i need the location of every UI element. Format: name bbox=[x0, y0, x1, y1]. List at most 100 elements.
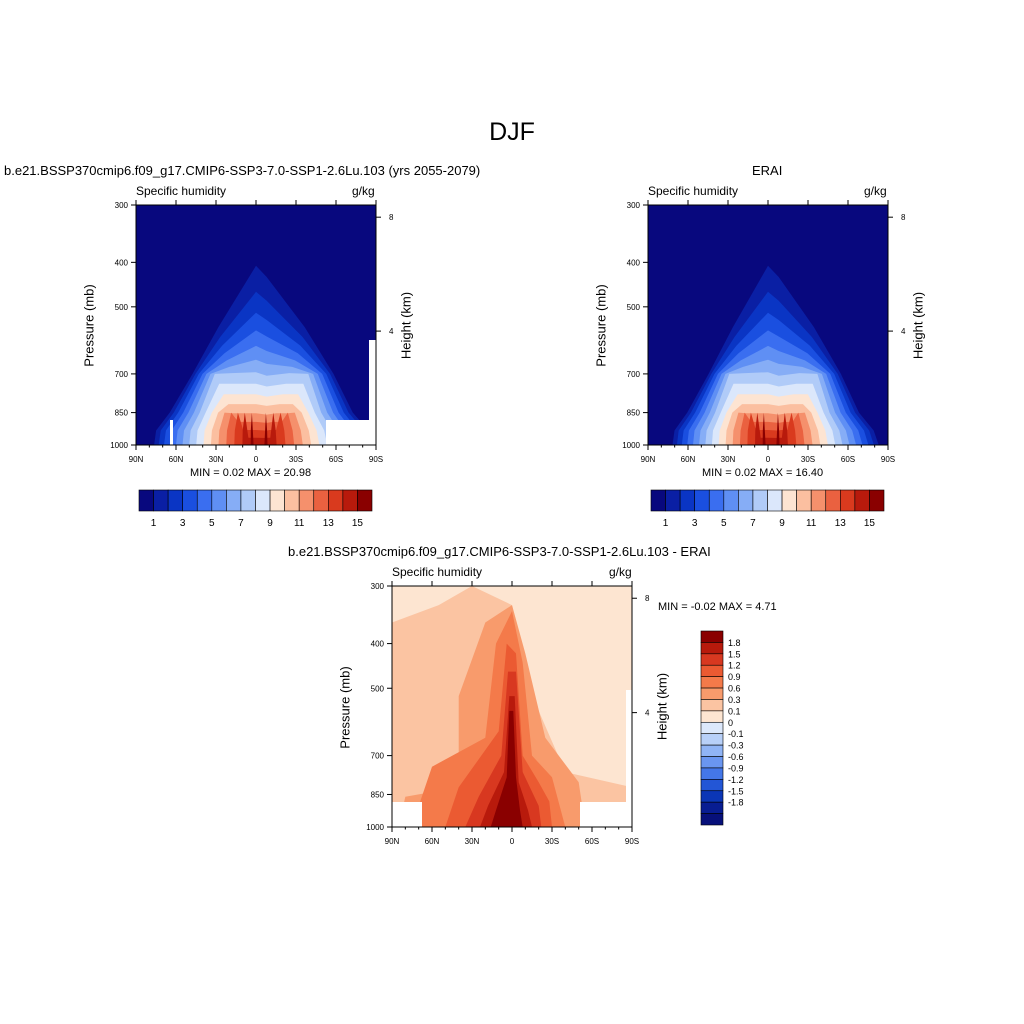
panel2-level-15 bbox=[762, 412, 780, 445]
panel3-level-0 bbox=[490, 710, 523, 827]
panel1-xtick-label: 30S bbox=[289, 455, 303, 464]
panel3-height-label: 8 bbox=[645, 594, 650, 603]
panel1-colorbar-label: 13 bbox=[323, 518, 335, 529]
panel3-colorbar-label: 0.9 bbox=[728, 672, 741, 682]
panel2-xtick-label: 90N bbox=[641, 455, 656, 464]
panel3-xtick-label: 90N bbox=[385, 837, 400, 846]
panel2-colorbar-box bbox=[694, 489, 710, 512]
panel2-minmax: MIN = 0.02 MAX = 16.40 bbox=[702, 467, 824, 479]
panel2-colorbar-label: 7 bbox=[750, 518, 756, 529]
panel1-colorbar-box bbox=[167, 489, 183, 512]
panel1-colorbar-box bbox=[284, 489, 300, 512]
panel3-colorbar-label: 1.8 bbox=[728, 638, 741, 648]
panel1-colorbar-label: 7 bbox=[238, 518, 244, 529]
panel3-ytick-label: 850 bbox=[371, 790, 385, 799]
panel1-level-14 bbox=[242, 412, 277, 445]
panel3-colorbar: 1.81.5 1.20.9 0.60.30.1 0-0.1 -0.3-0.6-0.9 -1… bbox=[700, 630, 744, 826]
panel1-colorbar-label: 11 bbox=[294, 518, 305, 529]
panel3-colorbar-box bbox=[700, 756, 724, 769]
panel1-xtick-label: 0 bbox=[254, 455, 259, 464]
panel2-height-label: 4 bbox=[901, 327, 906, 336]
panel2-colorbar-box bbox=[752, 489, 768, 512]
panel1-xtick-label: 60N bbox=[169, 455, 184, 464]
panel1-ytick-label: 400 bbox=[115, 258, 129, 267]
panel3-subtitle-left: Specific humidity bbox=[392, 565, 483, 579]
panel3-missing-south bbox=[580, 802, 632, 827]
panel1-colorbar-box bbox=[313, 489, 329, 512]
panel1-colorbar-box bbox=[182, 489, 198, 512]
panel2-colorbar-box bbox=[665, 489, 681, 512]
panel1-colorbar-label: 15 bbox=[352, 518, 364, 529]
panel3-level-1 bbox=[480, 696, 532, 827]
panel3-title: b.e21.BSSP370cmip6.f09_g17.CMIP6-SSP3-7.… bbox=[288, 544, 711, 559]
panel3-colorbar-label: 1.5 bbox=[728, 649, 741, 659]
panel2-colorbar-label: 13 bbox=[835, 518, 847, 529]
panel2-colorbar-box bbox=[854, 489, 870, 512]
panel3-colorbar-box bbox=[700, 779, 724, 792]
panel3-colorbar-box bbox=[700, 630, 724, 643]
panel2-colorbar-box bbox=[796, 489, 812, 512]
panel1-height-label: 8 bbox=[389, 213, 394, 222]
panel1-colorbar-box bbox=[328, 489, 344, 512]
panel1-colorbar-label: 9 bbox=[267, 518, 273, 529]
panel3-xtick-label: 0 bbox=[510, 837, 515, 846]
panel1-xtick-label: 60S bbox=[329, 455, 343, 464]
panel3-colorbar-label: -0.1 bbox=[728, 729, 744, 739]
panel1-ytick-label: 1000 bbox=[110, 441, 128, 450]
panel2-xtick-label: 90S bbox=[881, 455, 895, 464]
panel2-colorbar-box bbox=[825, 489, 841, 512]
panel2-colorbar-label: 15 bbox=[864, 518, 876, 529]
panel1-axes: 90N 60N 30N 0 30S 60S 90S 300 400 500 700 850 1000 8 4 bbox=[110, 200, 394, 464]
panel2-colorbar-box bbox=[723, 489, 739, 512]
panel2-colorbar-box bbox=[679, 489, 695, 512]
panel1-missing-north bbox=[170, 420, 173, 446]
panel3-colorbar-label: -0.3 bbox=[728, 741, 744, 751]
panel1-colorbar-box bbox=[298, 489, 315, 512]
panel1-subtitle-right: g/kg bbox=[352, 184, 375, 198]
panel3-colorbar-box bbox=[700, 801, 724, 814]
panel1-xtick-label: 90S bbox=[369, 455, 383, 464]
panel1-contours bbox=[136, 205, 376, 446]
panel2-ytick-label: 500 bbox=[627, 303, 641, 312]
panel2-ytick-label: 1000 bbox=[622, 441, 640, 450]
panel3-ytick-label: 700 bbox=[371, 752, 385, 761]
panel2-xtick-label: 30N bbox=[721, 455, 736, 464]
panel2-xtick-label: 60S bbox=[841, 455, 855, 464]
panel1-colorbar-box bbox=[357, 489, 373, 512]
panel2-subtitle-left: Specific humidity bbox=[648, 184, 739, 198]
panel1-height-label: 4 bbox=[389, 327, 394, 336]
panel1-colorbar-box bbox=[211, 489, 227, 512]
panel3-colorbar-box bbox=[700, 653, 724, 666]
panel2-colorbar: 1 3 5 7 9 11 13 15 bbox=[650, 489, 885, 529]
panel1-title: b.e21.BSSP370cmip6.f09_g17.CMIP6-SSP3-7.… bbox=[4, 163, 481, 178]
panel2-colorbar-label: 3 bbox=[692, 518, 698, 529]
panel2-colorbar-box bbox=[810, 489, 827, 512]
panel3-xtick-label: 60S bbox=[585, 837, 599, 846]
panel2-ytick-label: 700 bbox=[627, 370, 641, 379]
panel3-colorbar-label: 1.2 bbox=[728, 661, 741, 671]
panel3-colorbar-box bbox=[700, 687, 724, 700]
panel2-ytick-label: 400 bbox=[627, 258, 641, 267]
panel1-ytick-label: 700 bbox=[115, 370, 129, 379]
panel2-colorbar-box bbox=[869, 489, 885, 512]
panel2-colorbar-label: 1 bbox=[663, 518, 669, 529]
panel2-colorbar-box bbox=[738, 489, 754, 512]
panel3-colorbar-box bbox=[700, 813, 724, 826]
panel3-colorbar-label: 0 bbox=[728, 718, 733, 728]
panel3-colorbar-label: -0.9 bbox=[728, 763, 744, 773]
panel2-subtitle-right: g/kg bbox=[864, 184, 887, 198]
panel3-xtick-label: 60N bbox=[425, 837, 440, 846]
panel3-colorbar-box bbox=[700, 744, 724, 757]
panel3-missing-edge bbox=[626, 690, 632, 802]
panel1-ytick-label: 300 bbox=[115, 201, 129, 210]
panel3-subtitle-right: g/kg bbox=[609, 565, 632, 579]
panel2-colorbar-label: 9 bbox=[779, 518, 785, 529]
panel1-missing-edge bbox=[369, 340, 376, 420]
panel3-colorbar-box bbox=[700, 721, 724, 735]
panel3-level-2 bbox=[465, 671, 542, 827]
panel3-height-label: 4 bbox=[645, 709, 650, 718]
panel1-level-15 bbox=[250, 412, 268, 445]
panel2-colorbar-label: 5 bbox=[721, 518, 727, 529]
panel3-colorbar-box bbox=[700, 710, 724, 723]
